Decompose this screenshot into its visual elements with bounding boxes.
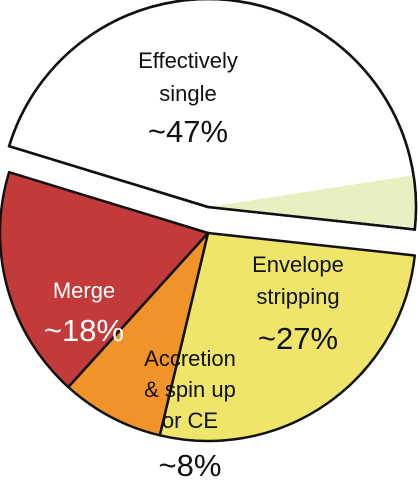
slice-label-effectively-single: Effectively bbox=[138, 48, 238, 73]
slice-value-label-merge: ~18% bbox=[44, 313, 124, 348]
pie-slice-envelope-stripping bbox=[158, 231, 417, 443]
slice-label-envelope-stripping: stripping bbox=[256, 284, 339, 309]
pie-slice-outline bbox=[7, 0, 418, 231]
slice-label-envelope-stripping: Envelope bbox=[252, 252, 344, 277]
slice-label-accretion-spin-up-ce: & spin up bbox=[144, 377, 236, 402]
pie-slice-accretion-spin-up-ce bbox=[67, 231, 210, 437]
slice-label-effectively-single: single bbox=[159, 81, 216, 106]
pie-slice-highlight bbox=[208, 175, 417, 228]
slice-label-accretion-spin-up-ce: or CE bbox=[162, 408, 218, 433]
slice-value-label-accretion-spin-up-ce: ~8% bbox=[159, 448, 222, 483]
slice-value-label-envelope-stripping: ~27% bbox=[258, 321, 338, 356]
slice-value-label-effectively-single: ~47% bbox=[148, 114, 228, 149]
pie-slice-merge bbox=[0, 170, 210, 389]
slice-label-merge: Merge bbox=[53, 278, 115, 303]
slice-label-accretion-spin-up-ce: Accretion bbox=[144, 346, 236, 371]
